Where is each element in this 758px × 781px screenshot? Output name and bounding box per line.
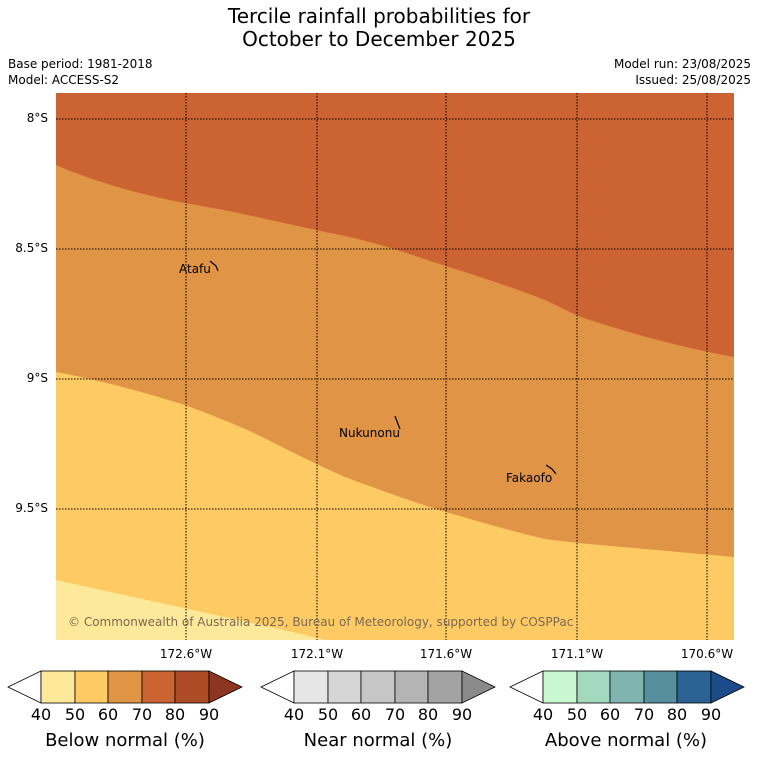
legend-near-swatch-80-90 <box>427 670 463 704</box>
lat-label-8-5s: 8.5°S <box>15 241 48 255</box>
graticule <box>56 93 734 640</box>
legend-below-swatch-80-90 <box>174 670 210 704</box>
legend-below-tick-50: 50 <box>64 705 86 724</box>
legend-below-normal <box>7 670 243 704</box>
legend-above-swatch-50-60 <box>576 670 611 704</box>
lat-label-8s: 8°S <box>26 111 48 125</box>
lon-label-171-1w: 171.1°W <box>550 647 604 661</box>
map-title: Tercile rainfall probabilities for Octob… <box>0 5 758 51</box>
legend-near-swatch-70-80 <box>394 670 429 704</box>
legend-above-tick-70: 70 <box>633 705 655 724</box>
island-outlines <box>209 260 557 475</box>
place-atafu: Atafu <box>179 262 211 276</box>
zone-below-50-60 <box>56 372 734 640</box>
legend-below-tick-60: 60 <box>97 705 119 724</box>
legend-below-swatch-under <box>7 670 42 704</box>
legend-near-tick-60: 60 <box>350 705 372 724</box>
legend-below-swatch-40-50 <box>40 670 76 704</box>
legend-near-tick-40: 40 <box>283 705 305 724</box>
atafu-island <box>209 260 219 272</box>
legend-above-tick-50: 50 <box>566 705 588 724</box>
legend-above-swatch-40-50 <box>542 670 578 704</box>
model-run: Model run: 23/08/2025 <box>613 57 751 71</box>
legend-above-tick-80: 80 <box>666 705 688 724</box>
legend-near-swatch-60-70 <box>360 670 396 704</box>
legend-above-swatch-60-70 <box>609 670 645 704</box>
legend-near-swatch-40-50 <box>293 670 329 704</box>
place-labels: Atafu Nukunonu Fakaofo <box>179 262 552 485</box>
legend-near-tick-80: 80 <box>417 705 439 724</box>
legend-above-swatch-over <box>710 670 745 704</box>
legend-below-tick-90: 90 <box>198 705 220 724</box>
copyright-text: © Commonwealth of Australia 2025, Bureau… <box>68 615 573 629</box>
legend-near-tick-50: 50 <box>317 705 339 724</box>
meta-left: Base period: 1981-2018 Model: ACCESS-S2 <box>8 56 153 88</box>
legend-near-normal <box>260 670 496 704</box>
legend-below-title: Below normal (%) <box>45 730 205 751</box>
lon-label-171-6w: 171.6°W <box>419 647 473 661</box>
legend-below-tick-80: 80 <box>164 705 186 724</box>
legend-below-swatch-60-70 <box>107 670 143 704</box>
title-line-1: Tercile rainfall probabilities for <box>227 4 531 28</box>
lat-label-9s: 9°S <box>26 371 48 385</box>
legend-above-tick-90: 90 <box>700 705 722 724</box>
legend-near-swatch-over <box>461 670 496 704</box>
legend-above-normal <box>509 670 745 704</box>
legend-below-swatch-over <box>208 670 243 704</box>
legend-near-swatch-50-60 <box>327 670 362 704</box>
legend-above-swatch-80-90 <box>676 670 712 704</box>
legend-near-title: Near normal (%) <box>303 730 453 751</box>
legend-below-tick-70: 70 <box>131 705 153 724</box>
lon-label-172-6w: 172.6°W <box>159 647 213 661</box>
issued-date: Issued: 25/08/2025 <box>635 73 751 87</box>
lon-label-172-1w: 172.1°W <box>290 647 344 661</box>
base-period: Base period: 1981-2018 <box>8 57 153 71</box>
title-line-2: October to December 2025 <box>242 27 516 51</box>
lat-label-9-5s: 9.5°S <box>15 501 48 515</box>
legend-below-tick-40: 40 <box>30 705 52 724</box>
fakaofo-island <box>545 464 557 475</box>
legend-above-tick-60: 60 <box>599 705 621 724</box>
legend-below-swatch-70-80 <box>141 670 176 704</box>
legend-above-swatch-70-80 <box>643 670 678 704</box>
model-name: Model: ACCESS-S2 <box>8 73 120 87</box>
zone-below-40-50 <box>56 580 325 640</box>
legend-near-swatch-under <box>260 670 295 704</box>
legend-above-title: Above normal (%) <box>544 730 708 751</box>
lon-label-170-6w: 170.6°W <box>680 647 734 661</box>
place-fakaofo: Fakaofo <box>506 471 552 485</box>
legend-below-swatch-50-60 <box>74 670 109 704</box>
legend-above-tick-40: 40 <box>532 705 554 724</box>
legend-near-tick-70: 70 <box>384 705 406 724</box>
meta-right: Model run: 23/08/2025 Issued: 25/08/2025 <box>614 56 751 88</box>
place-nukunonu: Nukunonu <box>339 426 400 440</box>
legend-above-swatch-under <box>509 670 544 704</box>
nukunonu-island <box>394 415 401 430</box>
map-area <box>56 93 734 640</box>
legend-near-tick-90: 90 <box>451 705 473 724</box>
